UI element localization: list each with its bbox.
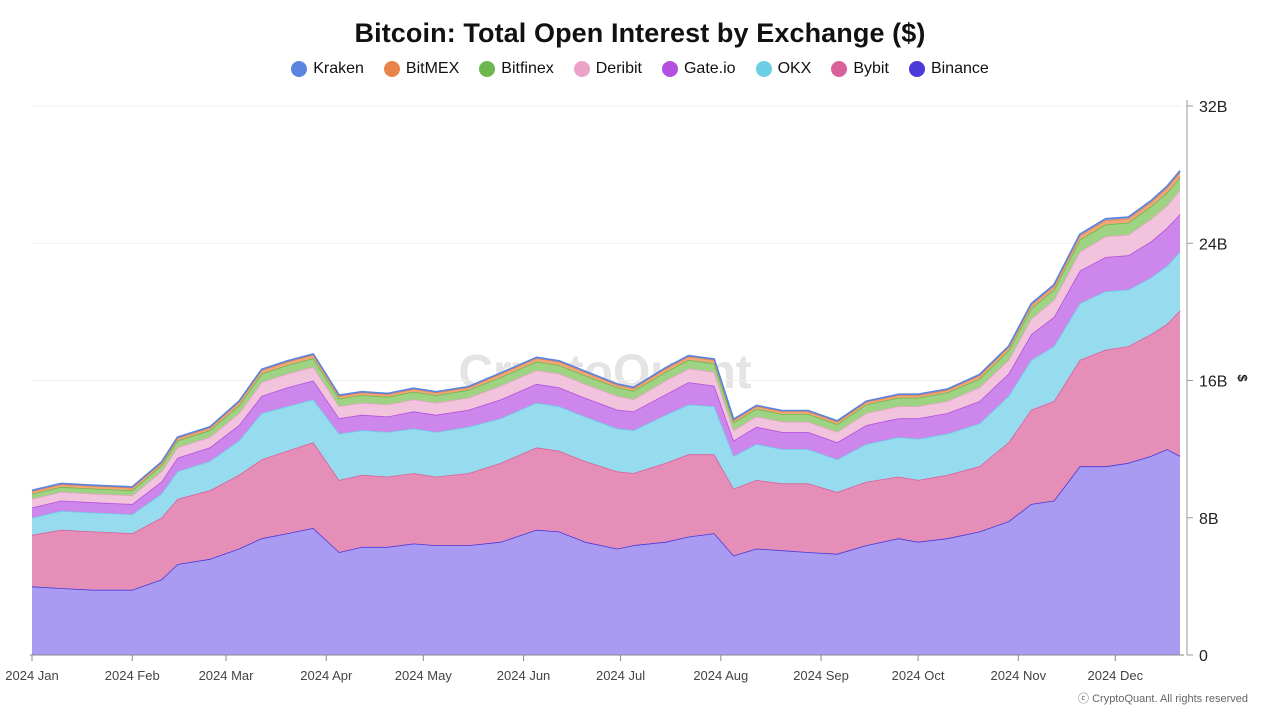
- legend-swatch: [908, 61, 925, 77]
- legend-swatch: [755, 61, 772, 77]
- x-tick-label: 2024 Nov: [990, 668, 1046, 683]
- legend-swatch: [831, 61, 848, 77]
- legend-item-bitmex[interactable]: BitMEX: [383, 60, 460, 78]
- copyright-footer: ⓒ CryptoQuant. All rights reserved: [1078, 693, 1248, 705]
- y-tick-label: 32B: [1199, 99, 1227, 116]
- legend-item-kraken[interactable]: Kraken: [291, 60, 364, 78]
- legend-label: Binance: [930, 60, 989, 77]
- x-tick-label: 2024 Apr: [300, 668, 353, 683]
- legend-label: Kraken: [313, 60, 364, 77]
- x-tick-label: 2024 Dec: [1087, 668, 1143, 683]
- x-tick-label: 2024 Oct: [892, 668, 945, 683]
- legend-item-bybit[interactable]: Bybit: [831, 60, 889, 78]
- y-tick-label: 24B: [1199, 236, 1227, 253]
- x-tick-label: 2024 Jul: [596, 668, 645, 683]
- legend-swatch: [479, 61, 496, 77]
- x-tick-label: 2024 Aug: [693, 668, 748, 683]
- y-tick-label: 16B: [1199, 374, 1227, 391]
- legend-item-binance[interactable]: Binance: [908, 60, 989, 78]
- legend-label: Gate.io: [683, 60, 736, 77]
- legend-item-okx[interactable]: OKX: [755, 60, 812, 78]
- legend-item-deribit[interactable]: Deribit: [573, 60, 642, 78]
- area-binance: [32, 449, 1180, 655]
- y-tick-label: 8B: [1199, 511, 1219, 528]
- x-tick-label: 2024 Sep: [793, 668, 849, 683]
- area-bybit: [32, 310, 1180, 590]
- y-axis-label: $: [1235, 374, 1250, 382]
- legend-item-gate-io[interactable]: Gate.io: [661, 60, 736, 78]
- x-tick-label: 2024 Feb: [105, 668, 160, 683]
- area-okx: [32, 251, 1180, 535]
- legend-swatch: [661, 61, 678, 77]
- legend-label: Deribit: [595, 60, 642, 77]
- legend-label: Bybit: [853, 60, 889, 77]
- x-tick-label: 2024 Jun: [497, 668, 551, 683]
- axes: 0 8B 16B 24B 32B $2024 Jan 2024 Feb 2024 Mar 202…: [5, 99, 1250, 683]
- y-tick-label: 0: [1199, 648, 1208, 665]
- line-kraken: [31, 170, 1181, 492]
- stacked-areas: [31, 170, 1181, 655]
- legend-item-bitfinex[interactable]: Bitfinex: [479, 60, 554, 78]
- chart-legend: Kraken BitMEX Bitfinex Deribit Gate.io OKX Byb…: [0, 60, 1280, 78]
- legend-label: BitMEX: [405, 60, 460, 77]
- legend-swatch: [573, 61, 590, 77]
- legend-swatch: [291, 61, 308, 77]
- legend-label: OKX: [777, 60, 812, 77]
- chart-title: Bitcoin: Total Open Interest by Exchange…: [354, 18, 926, 48]
- legend-swatch: [383, 61, 400, 77]
- x-tick-label: 2024 May: [395, 668, 453, 683]
- legend-label: Bitfinex: [501, 60, 554, 77]
- x-tick-label: 2024 Jan: [5, 668, 59, 683]
- x-tick-label: 2024 Mar: [199, 668, 255, 683]
